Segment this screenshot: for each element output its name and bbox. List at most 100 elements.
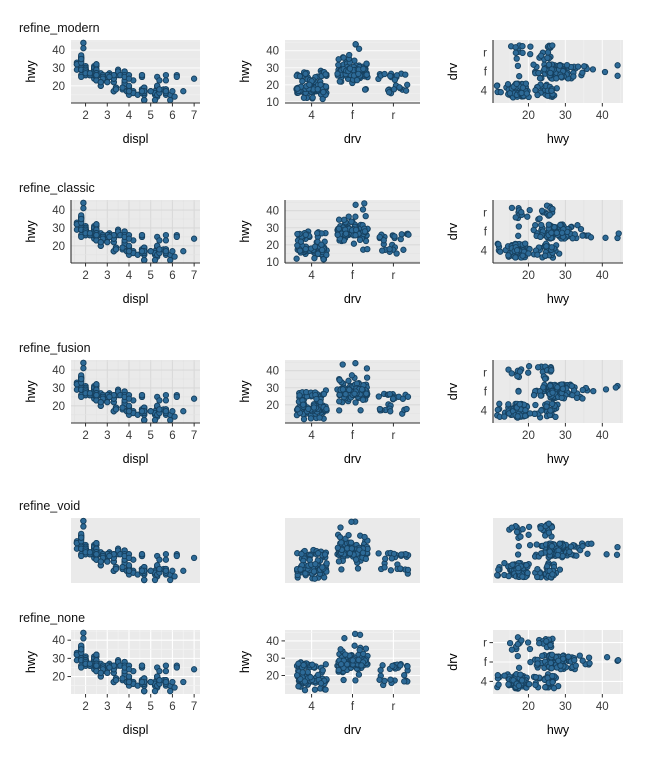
svg-text:40: 40 (266, 46, 279, 58)
scatter-panel-none-drv-vs-hwy: 20 30 40 r f 4 hwy drv (442, 612, 632, 738)
svg-text:30: 30 (52, 383, 65, 395)
svg-text:20: 20 (52, 401, 65, 413)
svg-text:r: r (391, 701, 395, 713)
svg-text:20: 20 (522, 270, 535, 282)
svg-text:30: 30 (266, 63, 279, 75)
svg-text:40: 40 (266, 206, 279, 218)
svg-text:40: 40 (596, 110, 609, 122)
svg-text:r: r (483, 47, 487, 59)
svg-text:4: 4 (126, 701, 133, 713)
svg-text:hwy: hwy (238, 220, 252, 243)
svg-text:30: 30 (559, 701, 572, 713)
svg-text:3: 3 (104, 701, 110, 713)
scatter-panel-fusion-drv-vs-hwy: 20 30 40 r f 4 hwy drv (442, 342, 632, 467)
svg-text:20: 20 (266, 80, 279, 92)
svg-text:6: 6 (169, 701, 175, 713)
svg-text:5: 5 (147, 701, 153, 713)
svg-text:40: 40 (596, 270, 609, 282)
svg-text:20: 20 (522, 110, 535, 122)
svg-text:20: 20 (52, 672, 65, 684)
svg-text:4: 4 (308, 430, 315, 442)
svg-text:10: 10 (266, 257, 279, 269)
svg-text:hwy: hwy (238, 380, 252, 403)
svg-text:5: 5 (147, 110, 153, 122)
scatter-panel-modern-hwy-vs-displ: 2 3 4 5 6 7 20 30 40 displ hwy (20, 22, 209, 147)
svg-text:30: 30 (52, 63, 65, 75)
svg-text:40: 40 (266, 636, 279, 648)
scatter-panel-modern-hwy-vs-drv: 4 f r 10 20 30 40 drv hwy (234, 22, 429, 147)
svg-text:4: 4 (481, 676, 488, 688)
svg-text:4: 4 (308, 270, 315, 282)
svg-text:r: r (483, 207, 487, 219)
svg-text:30: 30 (266, 223, 279, 235)
svg-text:f: f (484, 67, 488, 79)
svg-text:20: 20 (52, 81, 65, 93)
svg-text:2: 2 (82, 270, 88, 282)
svg-text:30: 30 (52, 653, 65, 665)
svg-text:40: 40 (52, 45, 65, 57)
svg-text:hwy: hwy (547, 723, 570, 737)
svg-text:hwy: hwy (547, 292, 570, 306)
svg-text:20: 20 (266, 240, 279, 252)
row-title-refine-fusion: refine_fusion (19, 341, 91, 355)
svg-text:displ: displ (123, 723, 149, 737)
svg-text:drv: drv (446, 62, 460, 80)
svg-text:20: 20 (522, 701, 535, 713)
svg-text:40: 40 (596, 430, 609, 442)
svg-text:40: 40 (52, 635, 65, 647)
svg-text:hwy: hwy (547, 132, 570, 146)
svg-text:4: 4 (126, 110, 133, 122)
scatter-panel-classic-hwy-vs-drv: 4 f r 10 20 30 40 drv hwy (234, 182, 429, 307)
svg-text:20: 20 (522, 430, 535, 442)
svg-text:4: 4 (308, 110, 315, 122)
scatter-panel-void-hwy-vs-displ (69, 516, 202, 585)
svg-text:f: f (484, 227, 488, 239)
svg-text:6: 6 (169, 110, 175, 122)
svg-text:30: 30 (559, 270, 572, 282)
svg-text:drv: drv (446, 653, 460, 671)
svg-text:drv: drv (344, 292, 362, 306)
scatter-panel-fusion-hwy-vs-displ: 2 3 4 5 6 7 20 30 40 displ hwy (20, 342, 209, 467)
svg-text:drv: drv (344, 452, 362, 466)
svg-text:r: r (391, 110, 395, 122)
svg-text:40: 40 (596, 701, 609, 713)
svg-text:2: 2 (82, 430, 88, 442)
svg-text:hwy: hwy (238, 60, 252, 83)
svg-text:4: 4 (126, 430, 133, 442)
svg-text:20: 20 (266, 400, 279, 412)
scatter-panel-classic-hwy-vs-displ: 2 3 4 5 6 7 20 30 40 displ hwy (20, 182, 209, 307)
svg-text:5: 5 (147, 430, 153, 442)
svg-text:f: f (351, 110, 355, 122)
svg-text:7: 7 (191, 270, 197, 282)
svg-text:20: 20 (52, 241, 65, 253)
svg-text:drv: drv (446, 222, 460, 240)
svg-text:20: 20 (266, 670, 279, 682)
row-title-refine-void: refine_void (19, 499, 81, 513)
svg-text:30: 30 (559, 430, 572, 442)
svg-text:displ: displ (123, 132, 149, 146)
svg-text:40: 40 (266, 366, 279, 378)
scatter-panel-classic-drv-vs-hwy: 20 30 40 r f 4 hwy drv (442, 182, 632, 307)
svg-text:r: r (483, 638, 487, 650)
svg-text:3: 3 (104, 110, 110, 122)
svg-text:f: f (484, 657, 488, 669)
svg-text:7: 7 (191, 430, 197, 442)
svg-text:2: 2 (82, 701, 88, 713)
svg-text:f: f (351, 430, 355, 442)
svg-text:f: f (484, 387, 488, 399)
row-title-refine-modern: refine_modern (19, 21, 100, 35)
svg-text:3: 3 (104, 430, 110, 442)
svg-text:2: 2 (82, 110, 88, 122)
scatter-panel-none-hwy-vs-drv: 4 f r 20 30 40 drv hwy (234, 612, 429, 738)
svg-text:7: 7 (191, 110, 197, 122)
svg-text:r: r (391, 430, 395, 442)
svg-text:drv: drv (344, 132, 362, 146)
svg-text:30: 30 (266, 653, 279, 665)
svg-text:r: r (483, 367, 487, 379)
svg-text:4: 4 (481, 246, 488, 258)
svg-text:hwy: hwy (24, 380, 38, 403)
scatter-panel-void-drv-vs-hwy (491, 516, 625, 585)
svg-text:displ: displ (123, 452, 149, 466)
svg-text:hwy: hwy (547, 452, 570, 466)
